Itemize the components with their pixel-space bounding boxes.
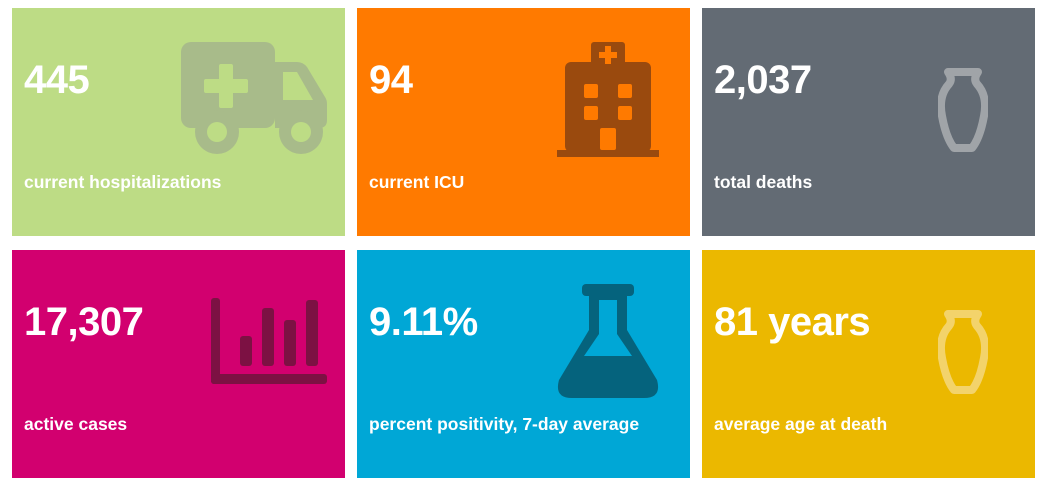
hospitalizations-value: 445: [24, 58, 90, 102]
positivity-tile: 9.11% percent positivity, 7-day average: [357, 250, 690, 478]
positivity-label: percent positivity, 7-day average: [369, 414, 640, 434]
average-age-tile: 81 years average age at death: [702, 250, 1035, 478]
hospitalizations-tile: 445 current hospitalizations: [12, 8, 345, 236]
active-cases-tile: 17,307 active cases: [12, 250, 345, 478]
icu-label: current ICU: [369, 172, 465, 192]
total-deaths-tile: 2,037 total deaths: [702, 8, 1035, 236]
ambulance-icon: [181, 42, 327, 158]
icu-value: 94: [369, 58, 413, 102]
flask-icon: [556, 284, 660, 400]
urn-icon: [938, 310, 988, 394]
urn-icon: [938, 68, 988, 152]
hospital-building-icon: [557, 42, 659, 158]
total-deaths-label: total deaths: [714, 172, 813, 192]
active-cases-label: active cases: [24, 414, 128, 434]
icu-tile: 94 current ICU: [357, 8, 690, 236]
bar-chart-icon: [211, 298, 327, 386]
active-cases-value: 17,307: [24, 300, 144, 344]
total-deaths-value: 2,037: [714, 58, 812, 102]
average-age-label: average age at death: [714, 414, 888, 434]
hospitalizations-label: current hospitalizations: [24, 172, 222, 192]
average-age-value: 81 years: [714, 300, 871, 344]
positivity-value: 9.11%: [369, 300, 478, 344]
